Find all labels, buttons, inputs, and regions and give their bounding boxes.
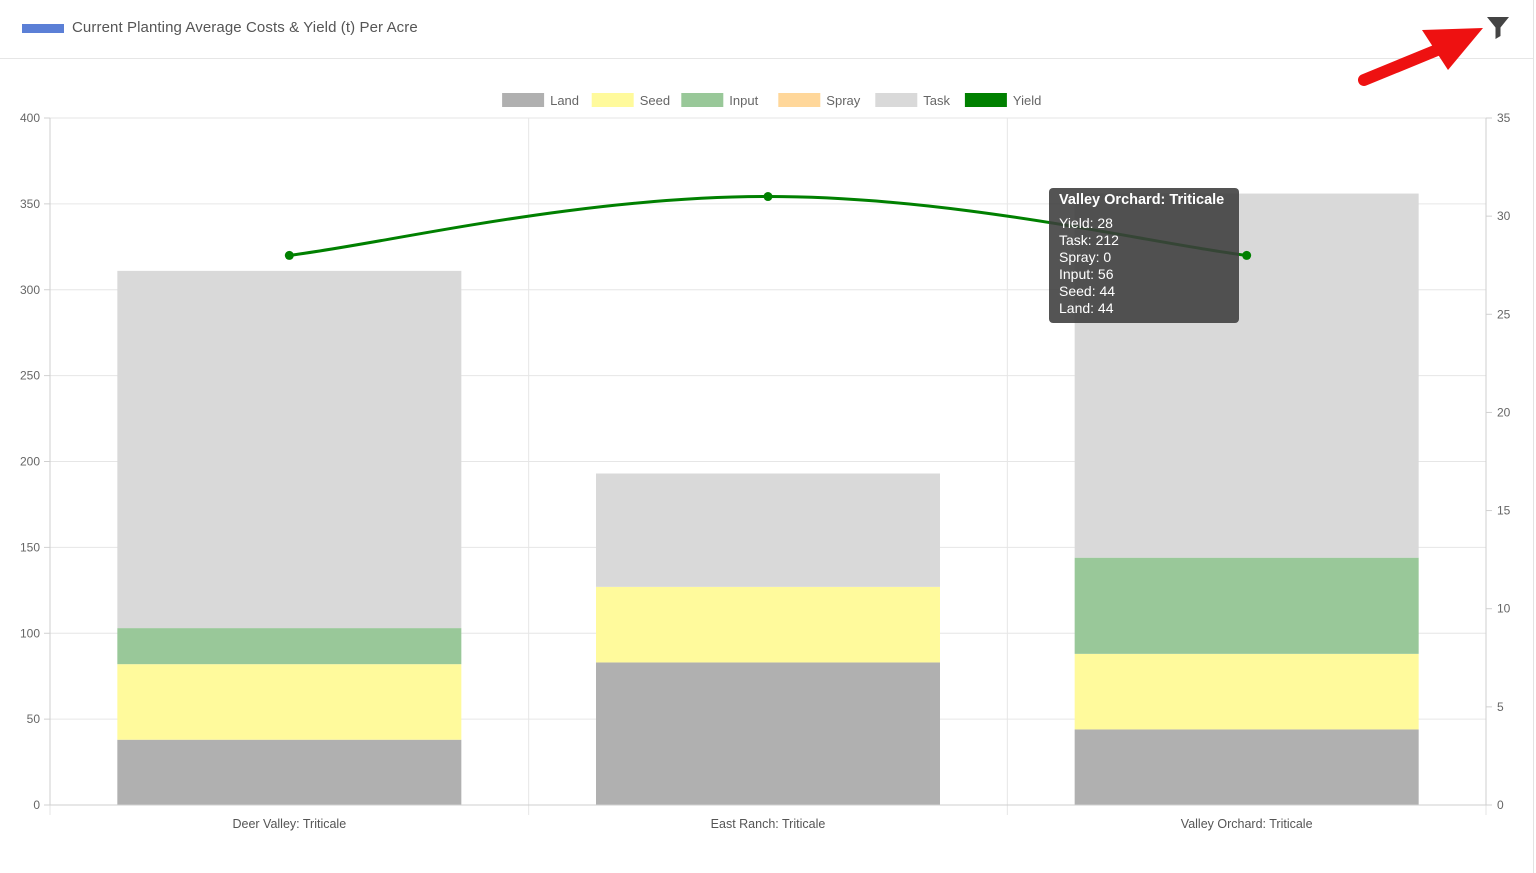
- legend: Land Seed Input Spray Task Yield: [502, 93, 1041, 108]
- x-tick-label: Valley Orchard: Triticale: [1181, 817, 1313, 831]
- y-right-tick-label: 15: [1497, 504, 1511, 518]
- legend-swatch-land: [502, 93, 545, 107]
- chart-area: 0 50 100 150 200 250 300 350 400 0 5 10 15 20 25 30 35 De…: [20, 93, 1511, 831]
- yield-point: [1242, 250, 1252, 260]
- y-right-tick-label: 30: [1497, 209, 1511, 223]
- axes: 0 50 100 150 200 250 300 350 400 0 5 10 15 20 25 30 35 De…: [20, 111, 1511, 831]
- bar-input: [1074, 557, 1419, 654]
- yield-point: [284, 250, 294, 260]
- legend-label: Spray: [826, 93, 860, 108]
- bar-seed: [117, 664, 462, 740]
- bars: [117, 193, 1419, 805]
- chart-title: Current Planting Average Costs & Yield (…: [72, 19, 418, 36]
- legend-swatch-input: [681, 93, 724, 107]
- legend-swatch-task: [875, 93, 918, 107]
- bar-seed: [596, 586, 940, 663]
- y-left-tick-label: 250: [20, 369, 40, 383]
- tooltip-line: Spray: 0: [1059, 249, 1112, 265]
- y-right-tick-label: 0: [1497, 798, 1504, 812]
- tooltip-line: Land: 44: [1059, 300, 1114, 316]
- y-left-tick-label: 200: [20, 455, 40, 469]
- y-right-tick-label: 35: [1497, 111, 1511, 125]
- bar-task: [117, 270, 462, 629]
- x-tick-label: Deer Valley: Triticale: [232, 817, 346, 831]
- tooltip-line: Yield: 28: [1059, 215, 1113, 231]
- x-tick-label: East Ranch: Triticale: [711, 817, 826, 831]
- title-color-swatch: [22, 24, 64, 33]
- tooltip-title: Valley Orchard: Triticale: [1059, 192, 1225, 208]
- tooltip-line: Seed: 44: [1059, 283, 1116, 299]
- bar-land: [596, 662, 940, 805]
- legend-swatch-seed: [591, 93, 634, 107]
- legend-swatch-yield: [964, 93, 1007, 107]
- chart-tooltip: Valley Orchard: Triticale Yield: 28 Task…: [1049, 188, 1239, 323]
- y-right-tick-label: 20: [1497, 405, 1511, 419]
- legend-label: Yield: [1013, 93, 1041, 108]
- y-left-tick-label: 150: [20, 540, 40, 554]
- y-left-tick-label: 300: [20, 283, 40, 297]
- filter-icon[interactable]: [1483, 13, 1513, 43]
- bar-land: [117, 739, 462, 805]
- y-left-tick-label: 0: [33, 798, 40, 812]
- tooltip-line: Task: 212: [1059, 232, 1119, 248]
- bar-seed: [1074, 653, 1419, 730]
- legend-label: Task: [923, 93, 950, 108]
- red-arrow-annotation: [1358, 28, 1483, 86]
- legend-label: Land: [550, 93, 579, 108]
- yield-point: [763, 192, 773, 202]
- legend-label: Seed: [640, 93, 670, 108]
- tooltip-line: Input: 56: [1059, 266, 1114, 282]
- y-left-tick-label: 50: [27, 712, 41, 726]
- y-left-tick-label: 350: [20, 197, 40, 211]
- y-left-tick-label: 400: [20, 111, 40, 125]
- bar-input: [117, 628, 462, 665]
- legend-label: Input: [729, 93, 758, 108]
- legend-swatch-spray: [778, 93, 821, 107]
- y-right-tick-label: 25: [1497, 307, 1511, 321]
- bar-land: [1074, 729, 1419, 805]
- y-right-tick-label: 5: [1497, 700, 1504, 714]
- card-header: Current Planting Average Costs & Yield (…: [0, 0, 1533, 86]
- y-right-tick-label: 10: [1497, 602, 1511, 616]
- y-left-tick-label: 100: [20, 626, 40, 640]
- bar-task: [596, 473, 940, 587]
